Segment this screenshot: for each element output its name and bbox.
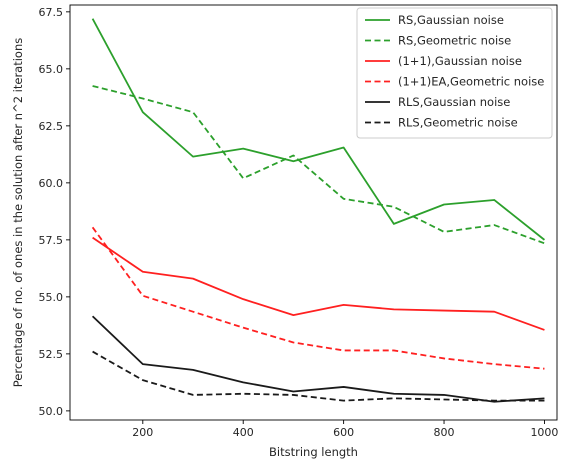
y-tick-label: 55.0 (39, 291, 64, 304)
series-line-5 (91, 315, 545, 403)
legend-label: RS,Gaussian noise (398, 13, 504, 27)
series-line-4 (91, 226, 545, 370)
legend-label: (1+1),Gaussian noise (398, 54, 522, 68)
legend-label: (1+1)EA,Geometric noise (398, 75, 544, 89)
x-axis-label: Bitstring length (269, 445, 358, 459)
legend-box (356, 7, 553, 139)
y-tick-label: 67.5 (39, 6, 64, 19)
x-tick-label: 400 (233, 426, 254, 439)
series-line-6 (92, 350, 545, 402)
y-tick-label: 52.5 (39, 348, 64, 361)
series-line-2 (92, 85, 545, 245)
series-line-3 (92, 236, 545, 331)
series-line-1 (91, 18, 546, 241)
legend-label: RS,Geometric noise (398, 34, 511, 48)
y-tick-label: 60.0 (39, 177, 64, 190)
legend-label: RLS,Gaussian noise (398, 95, 510, 109)
x-tick-label: 800 (434, 426, 455, 439)
plot-frame (69, 4, 558, 421)
y-tick-label: 65.0 (39, 63, 64, 76)
x-tick-label: 200 (132, 426, 153, 439)
axes-layer: 200 400 600 800 1000 50.0 52.5 55.0 57.5 60.0 62.5… (39, 4, 558, 439)
y-tick-label: 50.0 (39, 405, 64, 418)
legend: RS,Gaussian noise RS,Geometric noise (1+1)… (356, 7, 553, 139)
y-tick-label: 57.5 (39, 234, 64, 247)
legend-label: RLS,Geometric noise (398, 116, 518, 130)
x-tick-label: 1000 (530, 426, 558, 439)
y-tick-label: 62.5 (39, 120, 64, 133)
x-tick-label: 600 (333, 426, 354, 439)
y-axis-label: Percentage of no. of ones in the solutio… (11, 38, 25, 388)
series-layer (91, 18, 546, 403)
